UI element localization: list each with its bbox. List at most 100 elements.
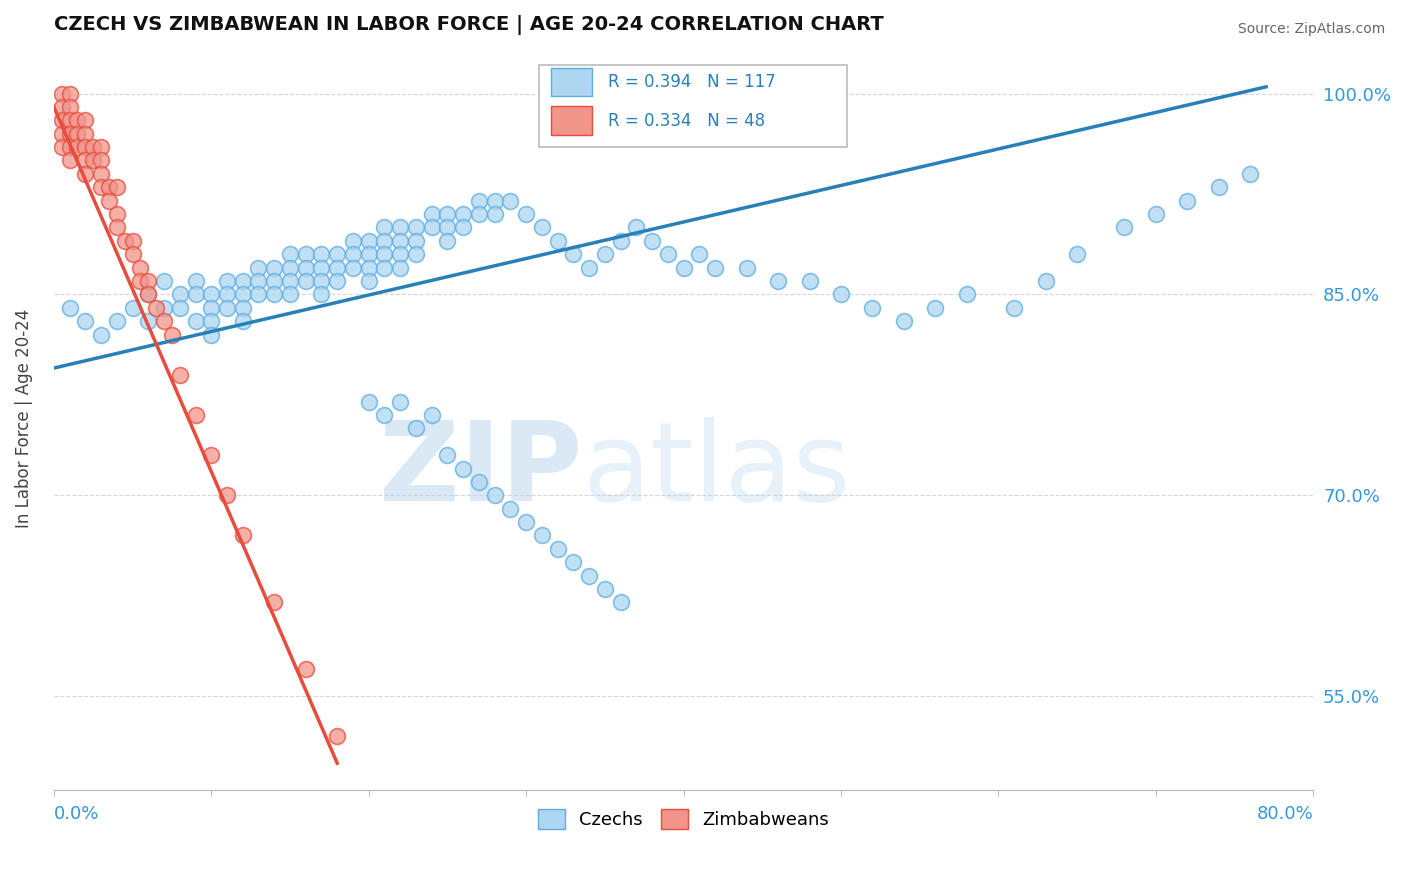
Text: R = 0.394   N = 117: R = 0.394 N = 117: [607, 73, 776, 91]
Point: [58, 153, 80, 168]
Point: [121, 301, 143, 315]
Point: [153, 274, 176, 288]
Text: R = 0.334   N = 48: R = 0.334 N = 48: [607, 112, 765, 129]
Point: [136, 287, 159, 301]
Point: [200, 301, 222, 315]
FancyBboxPatch shape: [538, 65, 848, 147]
Point: [58, 301, 80, 315]
Point: [420, 220, 443, 235]
Point: [357, 247, 380, 261]
Point: [468, 475, 491, 489]
Point: [51, 113, 73, 128]
Point: [311, 247, 333, 261]
Point: [136, 287, 159, 301]
Point: [200, 287, 222, 301]
Point: [326, 260, 349, 275]
Point: [66, 113, 89, 128]
Point: [90, 140, 112, 154]
Point: [58, 113, 80, 128]
Point: [200, 327, 222, 342]
Point: [830, 287, 852, 301]
Point: [436, 207, 458, 221]
Point: [1114, 220, 1136, 235]
Point: [468, 207, 491, 221]
Point: [499, 501, 522, 516]
Point: [294, 274, 316, 288]
Point: [1239, 167, 1261, 181]
Point: [75, 314, 97, 328]
Point: [153, 301, 176, 315]
Point: [326, 274, 349, 288]
Text: ZIP: ZIP: [380, 417, 583, 524]
Point: [578, 260, 600, 275]
Point: [75, 113, 97, 128]
Point: [405, 247, 427, 261]
Point: [704, 260, 727, 275]
Point: [200, 448, 222, 462]
Point: [105, 314, 128, 328]
Point: [357, 274, 380, 288]
Point: [232, 528, 254, 542]
Point: [311, 260, 333, 275]
Point: [136, 314, 159, 328]
Point: [326, 730, 349, 744]
Point: [593, 247, 616, 261]
Text: CZECH VS ZIMBABWEAN IN LABOR FORCE | AGE 20-24 CORRELATION CHART: CZECH VS ZIMBABWEAN IN LABOR FORCE | AGE…: [53, 15, 883, 35]
Point: [530, 528, 553, 542]
Point: [105, 180, 128, 194]
Point: [893, 314, 915, 328]
Point: [263, 287, 285, 301]
Point: [389, 234, 412, 248]
Point: [58, 127, 80, 141]
Point: [405, 234, 427, 248]
Point: [609, 595, 631, 609]
Point: [862, 301, 884, 315]
Point: [114, 234, 136, 248]
Point: [215, 301, 238, 315]
Point: [75, 153, 97, 168]
Point: [515, 207, 537, 221]
Point: [373, 247, 395, 261]
Point: [247, 287, 270, 301]
Point: [405, 220, 427, 235]
Point: [451, 461, 474, 475]
Point: [278, 287, 301, 301]
Point: [294, 260, 316, 275]
Point: [1002, 301, 1025, 315]
Point: [373, 220, 395, 235]
Point: [389, 260, 412, 275]
Point: [121, 247, 143, 261]
Point: [1035, 274, 1057, 288]
Point: [51, 100, 73, 114]
Point: [129, 260, 152, 275]
Point: [121, 234, 143, 248]
Point: [451, 220, 474, 235]
Point: [547, 541, 569, 556]
Point: [389, 247, 412, 261]
Point: [326, 247, 349, 261]
Point: [153, 314, 176, 328]
Point: [562, 247, 585, 261]
Point: [90, 327, 112, 342]
Point: [562, 555, 585, 569]
Point: [90, 153, 112, 168]
FancyBboxPatch shape: [551, 106, 592, 135]
Point: [766, 274, 789, 288]
Point: [657, 247, 679, 261]
Point: [294, 247, 316, 261]
Point: [263, 595, 285, 609]
FancyBboxPatch shape: [551, 68, 592, 96]
Point: [468, 194, 491, 208]
Point: [66, 127, 89, 141]
Point: [357, 394, 380, 409]
Point: [1208, 180, 1230, 194]
Point: [184, 287, 207, 301]
Point: [160, 327, 183, 342]
Point: [215, 488, 238, 502]
Point: [232, 287, 254, 301]
Point: [169, 368, 191, 382]
Point: [105, 220, 128, 235]
Point: [436, 448, 458, 462]
Legend: Czechs, Zimbabweans: Czechs, Zimbabweans: [530, 801, 837, 837]
Point: [247, 274, 270, 288]
